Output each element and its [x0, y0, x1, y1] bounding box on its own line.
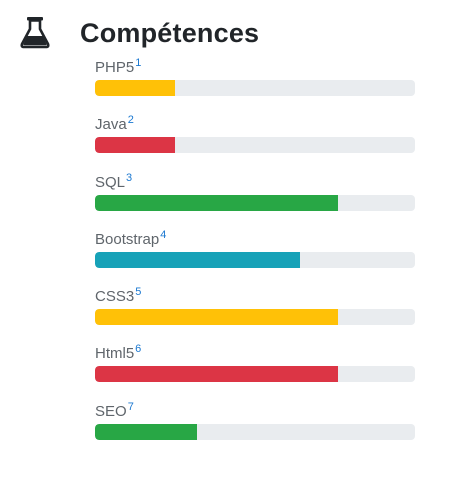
skill-progress: [95, 309, 415, 326]
skill-label: SEO7: [95, 400, 415, 422]
skill-label: Java2: [95, 115, 415, 135]
skill-label: Bootstrap4: [95, 228, 415, 250]
skill-progress: [95, 80, 415, 96]
skill-label: Html56: [95, 344, 415, 364]
skill-label: SQL3: [95, 171, 415, 193]
skill-name: CSS3: [95, 288, 135, 306]
skill-progress-fill: [95, 251, 300, 268]
skill-progress: [95, 137, 415, 154]
skill-progress-fill: [95, 366, 339, 383]
skill-progress: [95, 423, 415, 440]
skill-name: PHP5: [95, 59, 135, 76]
skill-progress-fill: [95, 137, 175, 154]
skill-footnote-link[interactable]: 6: [135, 343, 142, 356]
skill-progress: [95, 366, 415, 383]
skill-footnote-link[interactable]: 4: [160, 228, 167, 241]
skill-footnote-link[interactable]: 5: [135, 286, 142, 299]
skill-label: PHP51: [95, 58, 415, 78]
skill-label: CSS35: [95, 287, 415, 307]
skill-name: Java: [95, 116, 127, 134]
skill-item: PHP51: [95, 58, 415, 115]
skill-item: Html56: [95, 344, 415, 401]
flask-icon: [18, 15, 52, 49]
skill-name: Bootstrap: [95, 230, 160, 248]
skill-progress: [95, 251, 415, 268]
skill-footnote-link[interactable]: 2: [127, 114, 134, 127]
skill-name: SEO: [95, 402, 127, 420]
skill-footnote-link[interactable]: 1: [135, 57, 142, 69]
skill-progress-fill: [95, 80, 175, 96]
skill-name: SQL: [95, 173, 126, 191]
skill-footnote-link[interactable]: 3: [126, 171, 133, 184]
skill-item: SEO7: [95, 400, 415, 459]
skill-item: Bootstrap4: [95, 228, 415, 287]
skill-item: SQL3: [95, 171, 415, 230]
section-title: Compétences: [80, 18, 260, 48]
skills-list: PHP51 Java2 SQL3 Bootstrap4 CSS35 Html56…: [95, 58, 415, 459]
skill-item: CSS35: [95, 287, 415, 344]
skill-item: Java2: [95, 115, 415, 172]
skill-progress-fill: [95, 194, 339, 211]
skill-footnote-link[interactable]: 7: [127, 400, 134, 413]
skill-name: Html5: [95, 345, 135, 363]
skill-progress: [95, 194, 415, 211]
skill-progress-fill: [95, 309, 339, 326]
skill-progress-fill: [95, 423, 198, 440]
